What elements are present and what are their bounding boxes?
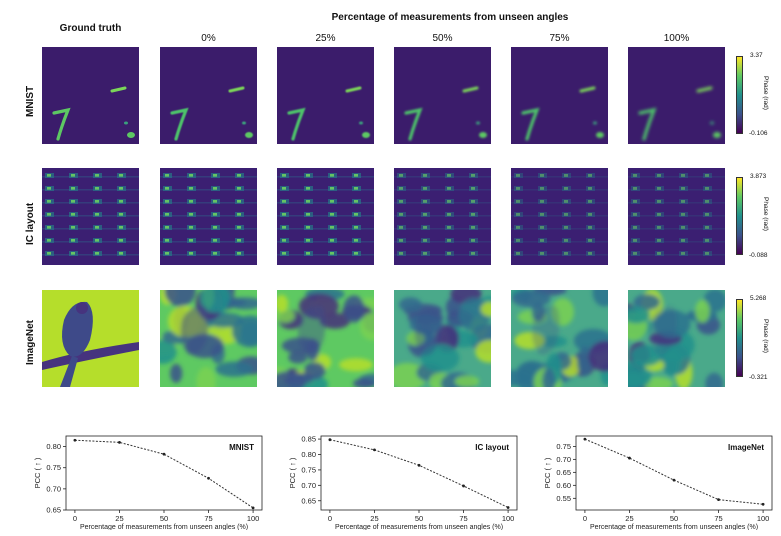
x-tick-label: 50: [415, 514, 423, 523]
y-tick-label: 0.80: [301, 450, 316, 459]
column-label-75: 75%: [549, 33, 570, 44]
image-tile-imagenet-5: [628, 290, 725, 387]
chart-title: IC layout: [475, 443, 509, 452]
x-tick-label: 0: [328, 514, 332, 523]
x-tick-label: 0: [73, 514, 77, 523]
image-tile-mnist-3: [394, 47, 491, 144]
y-tick-label: 0.65: [301, 496, 316, 505]
image-tile-imagenet-4: [511, 290, 608, 387]
data-point: [118, 440, 121, 444]
image-tile-ic-layout-5: [628, 168, 725, 265]
colorbar-mnist-min: -0.106: [749, 130, 768, 137]
colorbar-imagenet: [736, 299, 743, 377]
y-tick-label: 0.75: [46, 463, 61, 472]
x-axis-label: Percentage of measurements from unseen a…: [590, 524, 758, 530]
pcc-chart-ic-layout: 0.65 0.70 0.75 0.80 0.85 0 25 50 75 100 IC layout P…: [288, 435, 518, 530]
image-tile-imagenet-0: [42, 290, 139, 387]
image-tile-mnist-4: [511, 47, 608, 144]
image-tile-imagenet-1: [160, 290, 257, 387]
y-axis-label: PCC ( ↑ ): [33, 457, 42, 488]
y-tick-label: 0.70: [556, 455, 571, 464]
image-tile-ic-layout-4: [511, 168, 608, 265]
x-tick-label: 75: [204, 514, 212, 523]
colorbar-mnist: [736, 56, 743, 134]
data-point: [162, 452, 166, 456]
row-label-mnist: MNIST: [25, 85, 36, 117]
image-tile-mnist-1: [160, 47, 257, 144]
x-tick-label: 100: [757, 514, 770, 523]
x-tick-label: 100: [247, 514, 260, 523]
x-axis-label: Percentage of measurements from unseen a…: [80, 524, 248, 530]
image-tile-mnist-0: [42, 47, 139, 144]
chart-title: ImageNet: [728, 443, 764, 452]
image-tile-ic-layout-0: [42, 168, 139, 265]
data-point: [506, 506, 510, 509]
y-tick-label: 0.65: [556, 468, 571, 477]
row-label-ic-layout: IC layout: [25, 202, 36, 245]
x-tick-label: 50: [160, 514, 168, 523]
image-tile-imagenet-3: [394, 290, 491, 387]
row-label-imagenet: ImageNet: [25, 319, 36, 365]
x-axis-label: Percentage of measurements from unseen a…: [335, 524, 503, 530]
pcc-chart-mnist: 0.65 0.70 0.75 0.80 0 25 50 75 100 MNIST Percentag…: [33, 435, 263, 530]
image-tile-ic-layout-1: [160, 168, 257, 265]
colorbar-ic-layout-label: Phase (rad): [762, 197, 769, 231]
data-point: [328, 438, 332, 442]
data-point: [73, 438, 77, 442]
series-line: [74, 439, 254, 509]
image-tile-mnist-5: [628, 47, 725, 144]
ground-truth-header: Ground truth: [59, 23, 122, 34]
x-tick-label: 75: [459, 514, 467, 523]
x-tick-label: 25: [625, 514, 633, 523]
chart-title: MNIST: [229, 443, 254, 452]
data-point: [583, 437, 587, 441]
y-tick-label: 0.65: [46, 506, 61, 515]
data-point: [761, 502, 765, 506]
data-point: [672, 478, 676, 482]
data-point: [417, 463, 421, 467]
column-label-0: 0%: [201, 33, 216, 44]
x-tick-label: 25: [370, 514, 378, 523]
colorbar-ic-layout: [736, 177, 743, 255]
y-tick-label: 0.60: [556, 481, 571, 490]
pcc-chart-imagenet: 0.55 0.60 0.65 0.70 0.75 0 25 50 75 100 ImageNet Pe…: [543, 435, 773, 530]
figure-title: Percentage of measurements from unseen a…: [331, 12, 569, 23]
y-tick-label: 0.80: [46, 442, 61, 451]
y-tick-label: 0.75: [556, 442, 571, 451]
colorbar-imagenet-min: -0.321: [749, 374, 768, 381]
x-tick-label: 0: [583, 514, 587, 523]
y-tick-label: 0.55: [556, 494, 571, 503]
image-tile-ic-layout-3: [394, 168, 491, 265]
image-tile-imagenet-2: [277, 290, 374, 387]
image-tile-ic-layout-2: [277, 168, 374, 265]
data-point: [373, 448, 376, 452]
colorbar-ic-layout-max: 3.873: [750, 173, 767, 180]
colorbar-mnist-label: Phase (rad): [762, 76, 769, 110]
column-label-100: 100%: [663, 33, 690, 44]
colorbar-imagenet-max: 5.268: [750, 295, 767, 302]
data-point: [717, 498, 720, 502]
y-tick-label: 0.75: [301, 465, 316, 474]
y-axis-label: PCC ( ↑ ): [543, 457, 552, 488]
data-point: [628, 456, 631, 460]
x-tick-label: 75: [714, 514, 722, 523]
image-tile-mnist-2: [277, 47, 374, 144]
data-point: [251, 506, 255, 510]
y-axis-label: PCC ( ↑ ): [288, 457, 297, 488]
x-tick-label: 25: [115, 514, 123, 523]
column-label-25: 25%: [315, 33, 336, 44]
data-point: [207, 476, 210, 480]
y-tick-label: 0.70: [301, 481, 316, 490]
y-tick-label: 0.85: [301, 435, 316, 444]
x-tick-label: 50: [670, 514, 678, 523]
colorbar-mnist-max: 3.37: [750, 52, 763, 59]
x-tick-label: 100: [502, 514, 515, 523]
colorbar-imagenet-label: Phase (rad): [762, 319, 769, 353]
column-label-50: 50%: [432, 33, 453, 44]
colorbar-ic-layout-min: -0.088: [749, 252, 768, 259]
data-point: [462, 484, 465, 488]
y-tick-label: 0.70: [46, 484, 61, 493]
